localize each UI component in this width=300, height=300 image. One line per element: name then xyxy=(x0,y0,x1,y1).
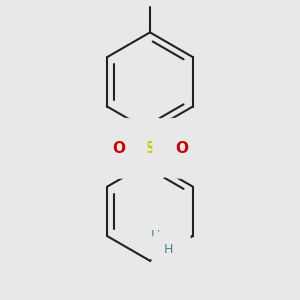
Text: S: S xyxy=(145,141,155,156)
Text: O: O xyxy=(175,141,188,156)
Text: H: H xyxy=(164,243,173,256)
Text: O: O xyxy=(112,141,125,156)
Text: N: N xyxy=(163,231,174,245)
Text: H: H xyxy=(151,229,160,242)
